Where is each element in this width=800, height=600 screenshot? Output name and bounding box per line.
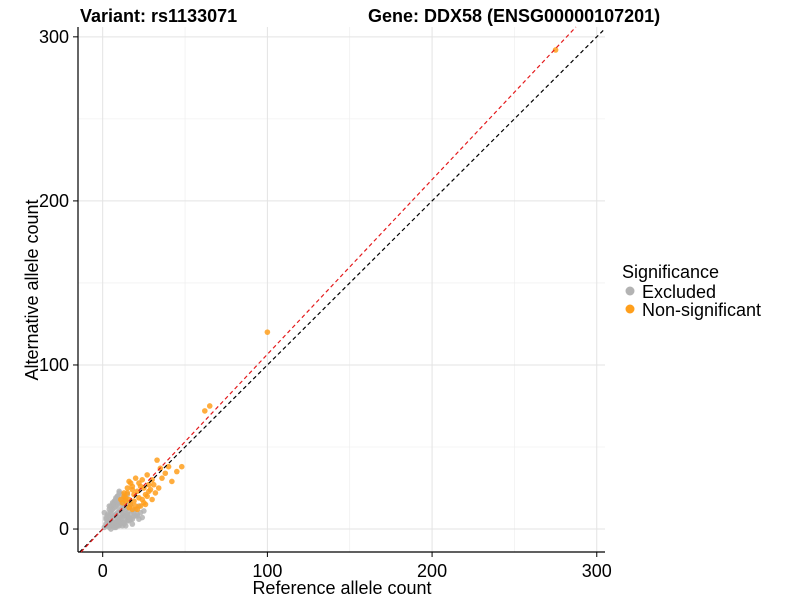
data-point-non-significant xyxy=(124,485,131,491)
y-tick-label: 100 xyxy=(39,355,69,375)
data-point-excluded xyxy=(127,516,134,522)
data-point-non-significant xyxy=(202,408,208,414)
reference-line-identity xyxy=(79,28,606,553)
legend-label-non-significant: Non-significant xyxy=(642,300,761,320)
data-points xyxy=(101,47,559,532)
data-point-non-significant xyxy=(155,485,162,491)
data-point-non-significant xyxy=(152,490,159,496)
data-point-non-significant xyxy=(139,477,146,483)
data-point-excluded xyxy=(101,509,108,516)
data-point-non-significant xyxy=(136,495,142,501)
data-point-non-significant xyxy=(150,481,157,488)
x-tick-label: 300 xyxy=(582,561,612,581)
legend-swatch-non-significant xyxy=(625,304,635,314)
x-axis-title: Reference allele count xyxy=(252,578,431,598)
data-point-non-significant xyxy=(146,488,152,495)
y-tick-label: 300 xyxy=(39,27,69,47)
axis-ticks: 0 100 200 300 0 100 200 300 xyxy=(39,27,612,581)
data-point-non-significant xyxy=(126,504,132,511)
data-point-non-significant xyxy=(206,403,213,409)
data-point-excluded xyxy=(141,508,147,514)
data-point-non-significant xyxy=(154,457,160,463)
axes xyxy=(77,27,605,553)
data-point-excluded xyxy=(134,513,141,519)
legend: Significance Excluded Non-significant xyxy=(622,262,761,320)
data-point-non-significant xyxy=(129,483,136,490)
chart-title-variant: Variant: rs1133071 xyxy=(80,6,237,26)
data-point-non-significant xyxy=(137,483,144,490)
chart-title-gene: Gene: DDX58 (ENSG00000107201) xyxy=(368,6,660,26)
x-tick-label: 0 xyxy=(98,561,108,581)
reference-lines xyxy=(79,26,606,553)
data-point-non-significant xyxy=(165,463,172,470)
data-point-non-significant xyxy=(146,481,152,488)
legend-swatch-excluded xyxy=(625,286,635,296)
data-point-non-significant xyxy=(118,496,124,503)
data-point-excluded xyxy=(118,514,124,521)
data-point-non-significant xyxy=(122,498,129,504)
data-point-non-significant xyxy=(142,501,149,508)
data-point-excluded xyxy=(108,508,114,514)
legend-label-excluded: Excluded xyxy=(642,282,716,302)
data-point-non-significant xyxy=(132,475,139,481)
data-point-non-significant xyxy=(126,478,132,485)
data-point-excluded xyxy=(106,503,113,509)
grid xyxy=(78,27,605,552)
x-tick-label: 100 xyxy=(252,561,282,581)
data-point-non-significant xyxy=(144,472,150,478)
y-axis-title: Alternative allele count xyxy=(22,199,42,380)
y-tick-label: 200 xyxy=(39,191,69,211)
x-tick-label: 200 xyxy=(417,561,447,581)
data-point-non-significant xyxy=(552,47,559,53)
data-point-non-significant xyxy=(149,496,155,503)
data-point-non-significant xyxy=(264,329,271,335)
data-point-non-significant xyxy=(159,475,165,481)
data-point-excluded xyxy=(129,521,136,527)
data-point-non-significant xyxy=(137,503,144,509)
data-point-non-significant xyxy=(162,470,169,477)
data-point-excluded xyxy=(103,514,109,521)
data-point-non-significant xyxy=(174,468,180,475)
data-point-non-significant xyxy=(121,490,127,496)
data-point-non-significant xyxy=(178,463,185,470)
data-point-excluded xyxy=(121,519,127,526)
data-point-excluded xyxy=(124,511,131,518)
legend-title: Significance xyxy=(622,262,719,282)
data-point-non-significant xyxy=(169,478,175,485)
reference-line-fit xyxy=(80,26,577,553)
y-tick-label: 0 xyxy=(59,519,69,539)
